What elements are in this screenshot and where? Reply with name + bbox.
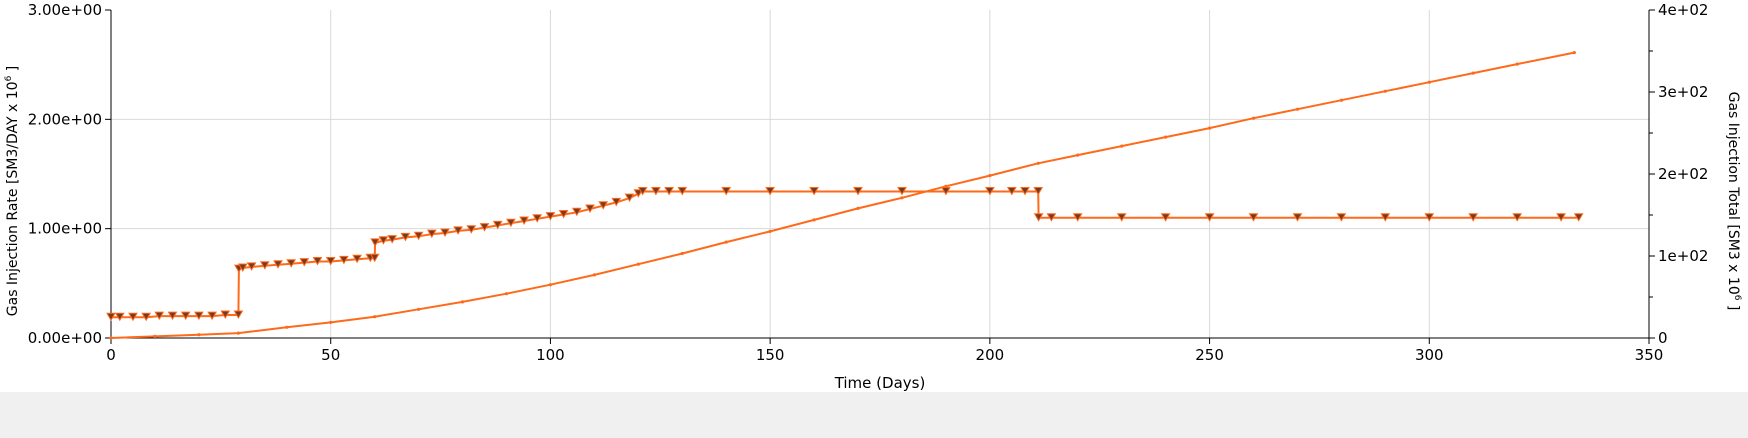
total-data-point	[769, 230, 772, 233]
total-data-point	[373, 315, 376, 318]
x-axis-label: Time (Days)	[834, 374, 926, 392]
total-data-point	[813, 218, 816, 221]
total-data-point	[285, 326, 288, 329]
total-data-point	[1208, 127, 1211, 130]
y-right-tick-label: 4e+02	[1658, 1, 1708, 19]
x-tick-label: 200	[976, 346, 1005, 364]
x-tick-label: 250	[1195, 346, 1224, 364]
total-data-point	[1296, 108, 1299, 111]
x-tick-label: 100	[536, 346, 565, 364]
total-data-point	[725, 241, 728, 244]
total-data-point	[856, 207, 859, 210]
total-data-point	[1120, 145, 1123, 148]
total-data-point	[549, 283, 552, 286]
total-data-point	[1516, 63, 1519, 66]
total-data-point	[237, 332, 240, 335]
total-data-point	[1252, 117, 1255, 120]
total-data-point	[505, 292, 508, 295]
x-tick-label: 50	[321, 346, 340, 364]
total-data-point	[329, 321, 332, 324]
x-tick-label: 300	[1415, 346, 1444, 364]
total-data-point	[1037, 162, 1040, 165]
y-axis-label-left-tail: ]	[5, 66, 21, 76]
x-tick-label: 150	[756, 346, 785, 364]
total-data-point	[1076, 154, 1079, 157]
y-left-tick-label: 0.00e+00	[28, 329, 102, 347]
total-data-point	[1164, 136, 1167, 139]
total-data-point	[944, 185, 947, 188]
y-right-tick-label: 1e+02	[1658, 247, 1708, 265]
y-left-tick-label: 2.00e+00	[28, 110, 102, 128]
status-strip	[0, 392, 1748, 434]
y-left-tick-label: 1.00e+00	[28, 220, 102, 238]
total-data-point	[461, 300, 464, 303]
total-data-point	[1428, 81, 1431, 84]
total-data-point	[197, 333, 200, 336]
total-data-point	[153, 335, 156, 338]
y-axis-label-left: Gas Injection Rate [SM3/DAY x 106 ]	[4, 66, 21, 316]
total-data-point	[681, 252, 684, 255]
total-data-point	[900, 196, 903, 199]
y-right-tick-label: 2e+02	[1658, 165, 1708, 183]
total-data-point	[1340, 99, 1343, 102]
total-data-point	[1573, 51, 1576, 54]
total-data-point	[637, 263, 640, 266]
y-right-tick-label: 3e+02	[1658, 83, 1708, 101]
y-axis-label-right-main: Gas Injection Total [SM3 x 10	[1725, 92, 1741, 295]
total-data-point	[1472, 72, 1475, 75]
y-left-tick-label: 3.00e+00	[28, 1, 102, 19]
y-axis-label-right-tail: ]	[1725, 300, 1741, 310]
x-tick-label: 0	[106, 346, 116, 364]
total-data-point	[109, 336, 112, 339]
y-axis-label-left-main: Gas Injection Rate [SM3/DAY x 10	[5, 81, 21, 316]
chart-background	[0, 0, 1748, 392]
total-data-point	[1384, 90, 1387, 93]
y-axis-label-right: Gas Injection Total [SM3 x 106 ]	[1725, 92, 1742, 311]
total-data-point	[988, 174, 991, 177]
total-data-point	[417, 308, 420, 311]
total-data-point	[593, 273, 596, 276]
y-right-tick-label: 0	[1658, 329, 1668, 347]
x-tick-label: 350	[1635, 346, 1664, 364]
